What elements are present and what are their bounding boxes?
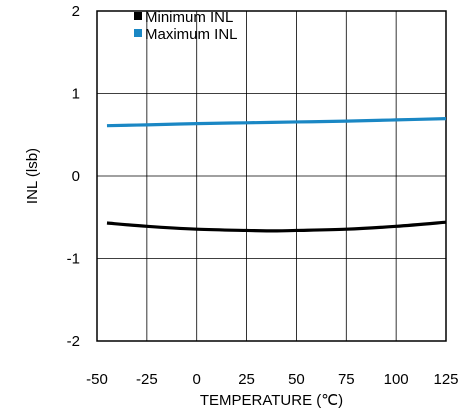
- x-axis-tick-labels: -50 -25 0 25 50 75 100 125: [86, 371, 458, 388]
- x-tick-label: 100: [384, 371, 409, 388]
- y-axis-tick-labels: -2 -1 0 1 2: [67, 3, 80, 350]
- y-tick-label: -1: [67, 251, 80, 268]
- y-tick-label: 1: [72, 86, 80, 103]
- series-lines: [106, 117, 447, 233]
- y-tick-label: 2: [72, 3, 80, 20]
- grid-lines: [97, 11, 446, 341]
- x-tick-label: 75: [338, 371, 355, 388]
- legend-swatch: [134, 12, 142, 20]
- series-line-maximum-inl: [106, 117, 447, 128]
- plot-frame: [96, 10, 447, 342]
- x-tick-label: 0: [193, 371, 201, 388]
- x-tick-label: -50: [86, 371, 108, 388]
- legend-label: Minimum INL: [145, 9, 233, 26]
- x-tick-label: 50: [288, 371, 305, 388]
- legend-swatch: [134, 29, 142, 37]
- x-tick-label: 125: [433, 371, 458, 388]
- y-tick-label: 0: [72, 168, 80, 185]
- series-line-minimum-inl: [106, 220, 447, 233]
- y-axis-label: INL (lsb): [24, 148, 41, 204]
- x-axis-label: TEMPERATURE (℃): [200, 392, 343, 409]
- legend-label: Maximum INL: [145, 26, 238, 43]
- x-tick-label: -25: [136, 371, 158, 388]
- x-tick-label: 25: [238, 371, 255, 388]
- y-tick-label: -2: [67, 333, 80, 350]
